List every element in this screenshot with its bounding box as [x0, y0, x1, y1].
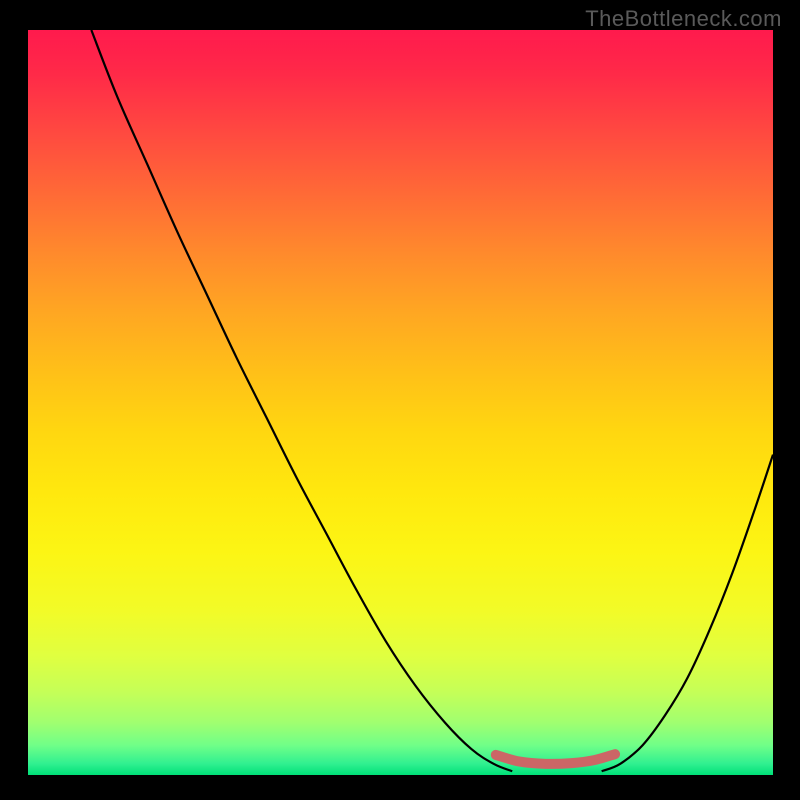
bottleneck-chart: TheBottleneck.com	[0, 0, 800, 800]
marker-svg	[28, 30, 773, 775]
plot-area	[28, 30, 773, 775]
bottleneck-marker	[496, 754, 615, 764]
watermark-text: TheBottleneck.com	[585, 6, 782, 32]
